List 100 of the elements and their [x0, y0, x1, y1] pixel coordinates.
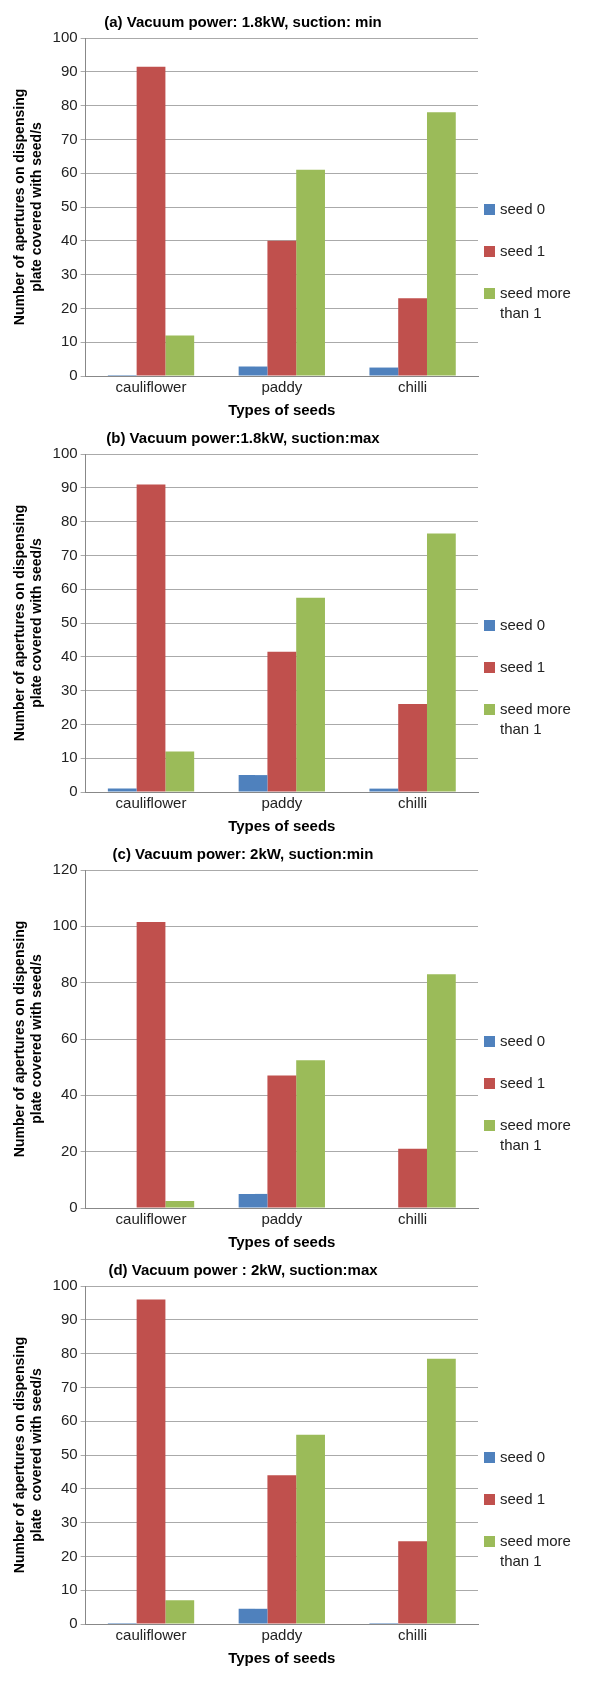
bar: [369, 367, 399, 376]
legend-label: seed 1: [500, 1073, 546, 1093]
legend-label: seed 0: [500, 199, 546, 219]
x-axis-title: Types of seeds: [228, 1233, 336, 1251]
y-axis-title: Number of apertures on dispensing plate covered with seed/s: [11, 1336, 45, 1574]
y-tick-label: 20: [60, 298, 78, 316]
bar: [238, 775, 268, 792]
x-tick-label: paddy: [261, 794, 303, 812]
x-tick-label: paddy: [261, 1626, 303, 1644]
legend-label: seed more than 1: [500, 699, 572, 739]
y-tick-label: 60: [60, 1029, 78, 1047]
bar: [107, 788, 137, 792]
y-tick-label: 40: [60, 1085, 78, 1103]
y-tick-label: 80: [60, 1343, 78, 1361]
bar: [398, 704, 427, 792]
y-tick-label: 40: [60, 230, 78, 248]
x-tick-label: paddy: [261, 378, 303, 396]
x-tick-label: cauliflower: [115, 1210, 187, 1228]
y-tick-label: 120: [52, 860, 78, 878]
bar: [296, 1434, 325, 1624]
y-tick-label: 20: [60, 1141, 78, 1159]
y-tick-label: 10: [60, 748, 78, 766]
legend-label: seed 1: [500, 1489, 546, 1509]
legend-label: seed more than 1: [500, 1531, 572, 1571]
y-axis-title: Number of apertures on dispensing plate covered with seed/s: [11, 88, 45, 326]
bar: [267, 1075, 297, 1208]
bar: [165, 1200, 195, 1208]
y-tick-label: 100: [52, 444, 78, 462]
y-tick-label: 100: [52, 1276, 78, 1294]
y-tick-label: 30: [60, 680, 78, 698]
bar: [398, 1148, 427, 1208]
x-tick-label: cauliflower: [115, 1626, 187, 1644]
y-tick-label: 70: [60, 1377, 78, 1395]
bar: [398, 1541, 427, 1624]
y-tick-label: 40: [60, 1478, 78, 1496]
y-tick-label: 90: [60, 1309, 78, 1327]
chart-title: (a) Vacuum power: 1.8kW, suction: min: [104, 13, 382, 31]
y-tick-label: 20: [60, 714, 78, 732]
x-tick-label: chilli: [398, 794, 428, 812]
y-tick-label: 0: [69, 1198, 78, 1216]
x-tick-label: chilli: [398, 1626, 428, 1644]
bar: [165, 335, 195, 376]
y-tick-label: 20: [60, 1546, 78, 1564]
bar: [136, 66, 166, 376]
y-tick-label: 70: [60, 545, 78, 563]
x-axis-title: Types of seeds: [228, 1649, 336, 1667]
bar: [426, 112, 456, 376]
chart-title: (b) Vacuum power:1.8kW, suction:max: [106, 429, 381, 447]
bar: [426, 974, 456, 1208]
bar: [165, 1600, 195, 1624]
bar: [238, 1193, 268, 1208]
y-tick-label: 90: [60, 477, 78, 495]
legend-label: seed 0: [500, 1447, 546, 1467]
bar: [296, 597, 325, 792]
y-tick-label: 50: [60, 197, 78, 215]
y-tick-label: 60: [60, 579, 78, 597]
x-tick-label: cauliflower: [115, 794, 187, 812]
x-tick-label: chilli: [398, 378, 428, 396]
legend-label: seed 1: [500, 241, 546, 261]
bar: [238, 1608, 268, 1624]
bar: [267, 240, 297, 376]
y-tick-label: 50: [60, 613, 78, 631]
bar: [136, 484, 166, 792]
y-tick-label: 30: [60, 1512, 78, 1530]
bar: [296, 169, 325, 376]
bar: [238, 366, 268, 376]
legend-label: seed more than 1: [500, 1115, 572, 1155]
chart-title: (c) Vacuum power: 2kW, suction:min: [112, 845, 374, 863]
x-tick-label: cauliflower: [115, 378, 187, 396]
bar: [369, 788, 399, 792]
y-tick-label: 100: [52, 916, 78, 934]
y-tick-label: 80: [60, 972, 78, 990]
bar: [267, 1475, 297, 1624]
y-axis-title: Number of apertures on dispensing plate covered with seed/s: [11, 920, 45, 1158]
bar: [426, 1358, 456, 1624]
y-tick-label: 40: [60, 646, 78, 664]
y-tick-label: 60: [60, 1411, 78, 1429]
y-tick-label: 50: [60, 1445, 78, 1463]
y-tick-label: 0: [69, 1614, 78, 1632]
legend-label: seed more than 1: [500, 283, 572, 323]
y-tick-label: 100: [52, 28, 78, 46]
legend-label: seed 0: [500, 615, 546, 635]
bar: [296, 1060, 325, 1208]
legend-label: seed 0: [500, 1031, 546, 1051]
y-tick-label: 80: [60, 95, 78, 113]
y-tick-label: 30: [60, 264, 78, 282]
y-tick-label: 0: [69, 782, 78, 800]
bar: [426, 533, 456, 792]
chart-title: (d) Vacuum power : 2kW, suction:max: [108, 1261, 379, 1279]
x-tick-label: paddy: [261, 1210, 303, 1228]
y-tick-label: 60: [60, 163, 78, 181]
bar: [267, 651, 297, 792]
bar: [136, 1299, 166, 1624]
x-tick-label: chilli: [398, 1210, 428, 1228]
y-tick-label: 90: [60, 61, 78, 79]
bar: [398, 298, 427, 376]
y-tick-label: 10: [60, 1580, 78, 1598]
bar: [165, 751, 195, 792]
y-tick-label: 80: [60, 511, 78, 529]
legend-label: seed 1: [500, 657, 546, 677]
